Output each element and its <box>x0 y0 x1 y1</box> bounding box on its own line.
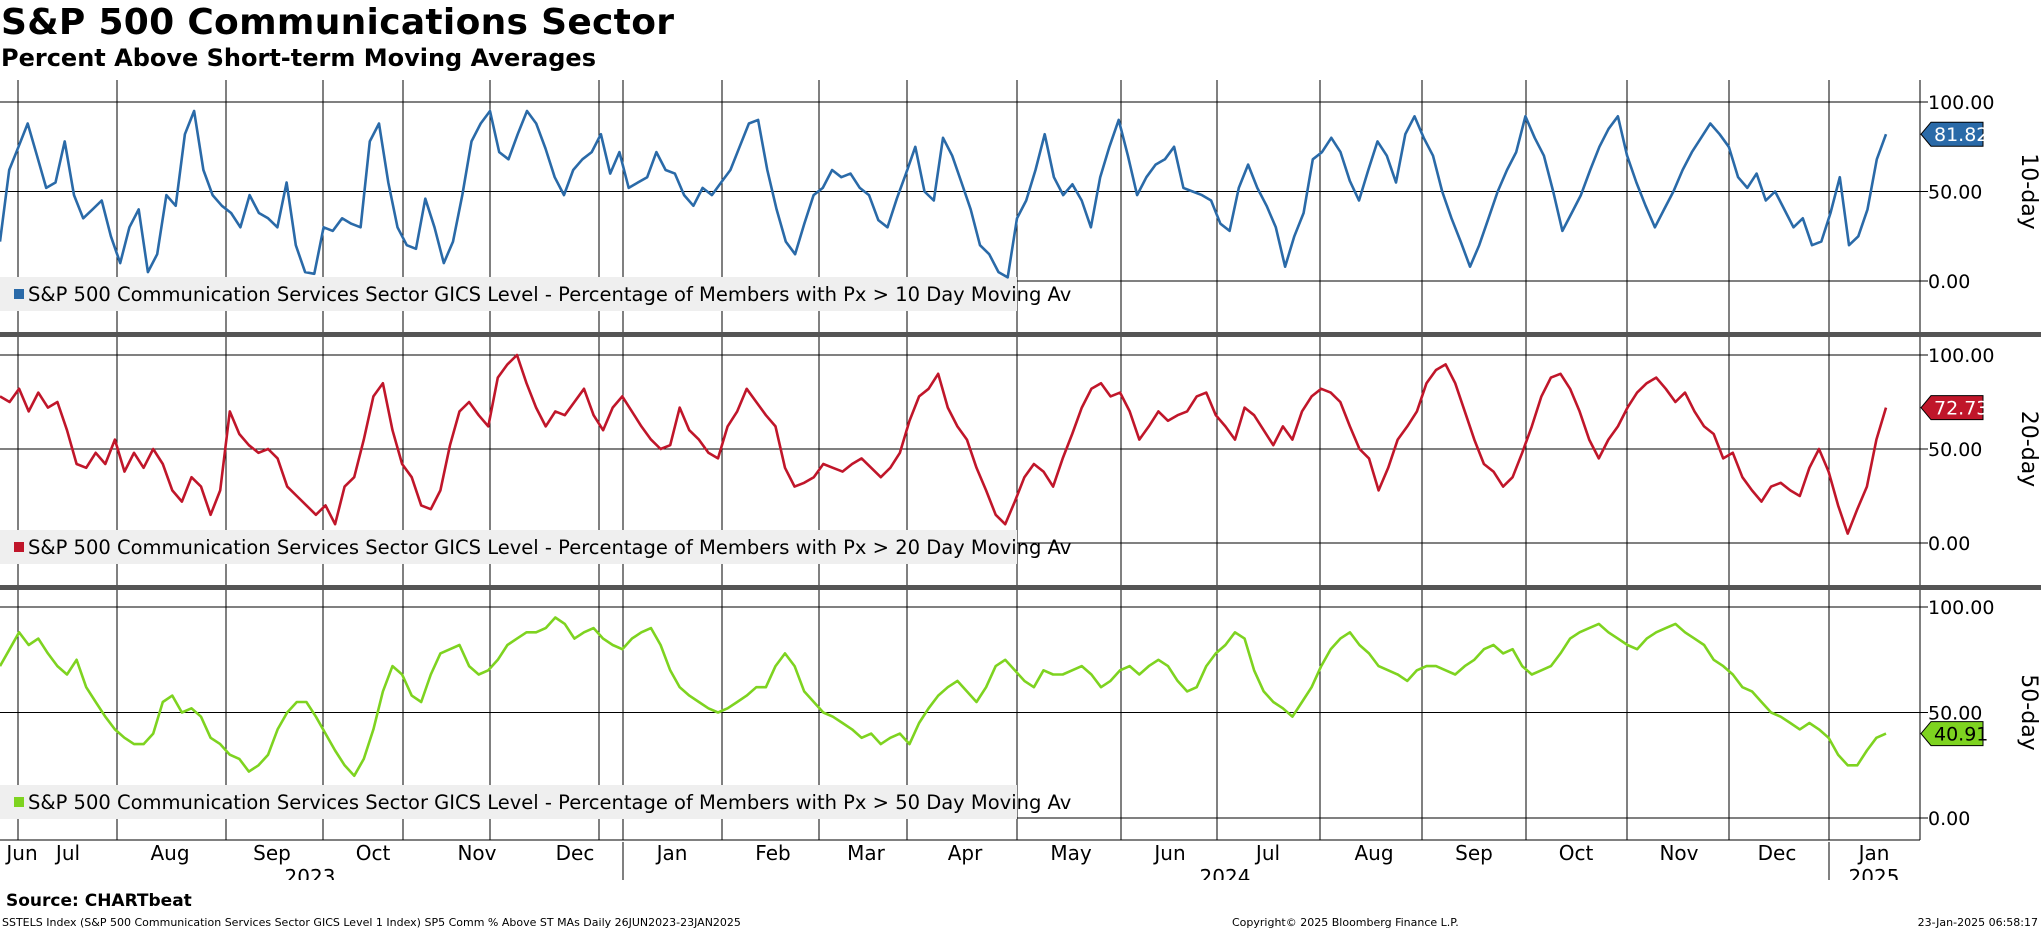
x-tick-label-month: Nov <box>1659 841 1698 865</box>
x-tick-label-month: Jul <box>54 841 80 865</box>
x-tick-label-month: Dec <box>556 841 595 865</box>
x-tick-label-month: Mar <box>847 841 886 865</box>
source-label: Source: CHARTbeat <box>6 891 192 911</box>
x-tick-label-month: Jan <box>655 841 688 865</box>
chart-subtitle: Percent Above Short-term Moving Averages <box>1 44 596 72</box>
x-tick-label-month: Oct <box>356 841 391 865</box>
x-tick-label-month: Feb <box>755 841 790 865</box>
panel-separator <box>0 585 2041 590</box>
y-tick-label: 50.00 <box>1928 703 1982 725</box>
x-tick-label-month: May <box>1050 841 1092 865</box>
footer-index-description: SSTELS Index (S&P 500 Communication Serv… <box>2 916 741 929</box>
footer-timestamp: 23-Jan-2025 06:58:17 <box>1917 916 2038 929</box>
x-tick-label-month: Jun <box>1152 841 1185 865</box>
x-tick-label-month: Aug <box>1354 841 1393 865</box>
legend-box <box>0 785 1017 819</box>
legend-label: S&P 500 Communication Services Sector GI… <box>28 283 1071 306</box>
x-tick-label-month: Aug <box>150 841 189 865</box>
legend-swatch <box>14 542 24 552</box>
x-tick-label-month: Sep <box>253 841 291 865</box>
y-tick-label: 100.00 <box>1928 345 1994 367</box>
x-tick-label-month: Nov <box>457 841 496 865</box>
last-value-badge <box>1920 721 1984 747</box>
panel-side-label: 20-day <box>2016 411 2041 487</box>
chart-area: 100.00 50.00 0.00 S&P 500 Communication Ser… <box>0 80 2041 880</box>
legend-swatch <box>14 289 24 299</box>
x-tick-label-month: Sep <box>1455 841 1493 865</box>
x-tick-label-month: Oct <box>1559 841 1594 865</box>
x-tick-label-month: Apr <box>948 841 983 865</box>
x-tick-label-year: 2025 <box>1849 865 1900 880</box>
panel-side-label: 10-day <box>2016 153 2041 229</box>
panel-side-label: 50-day <box>2016 674 2041 750</box>
x-tick-label-month: Jun <box>4 841 37 865</box>
x-tick-label-month: Dec <box>1758 841 1797 865</box>
footer-copyright: Copyright© 2025 Bloomberg Finance L.P. <box>1232 916 1459 929</box>
y-tick-label: 0.00 <box>1928 808 1970 830</box>
x-tick-label-year: 2024 <box>1200 865 1251 880</box>
y-tick-label: 100.00 <box>1928 92 1994 114</box>
series-line-20-day <box>0 353 1888 535</box>
last-value-label: 72.73 <box>1934 398 1988 420</box>
y-tick-label: 50.00 <box>1928 182 1982 204</box>
y-tick-label: 100.00 <box>1928 597 1994 619</box>
legend-box <box>0 277 1017 311</box>
y-tick-label: 50.00 <box>1928 439 1982 461</box>
x-tick-label-month: Jan <box>1857 841 1890 865</box>
chart-title: S&P 500 Communications Sector <box>1 2 675 43</box>
last-value-label: 40.91 <box>1934 724 1988 746</box>
x-tick-label-year: 2023 <box>285 865 336 880</box>
legend-label: S&P 500 Communication Services Sector GI… <box>28 536 1071 559</box>
last-value-label: 81.82 <box>1934 124 1988 146</box>
panel-separator <box>0 332 2041 337</box>
y-tick-label: 0.00 <box>1928 533 1970 555</box>
y-tick-label: 0.00 <box>1928 271 1970 293</box>
last-value-badge <box>1920 121 1984 147</box>
series-line-50-day <box>0 616 1887 778</box>
last-value-badge <box>1920 395 1984 421</box>
legend-box <box>0 530 1017 564</box>
legend-swatch <box>14 797 24 807</box>
series-line-10-day <box>0 109 1888 279</box>
legend-label: S&P 500 Communication Services Sector GI… <box>28 791 1071 814</box>
x-tick-label-month: Jul <box>1254 841 1280 865</box>
